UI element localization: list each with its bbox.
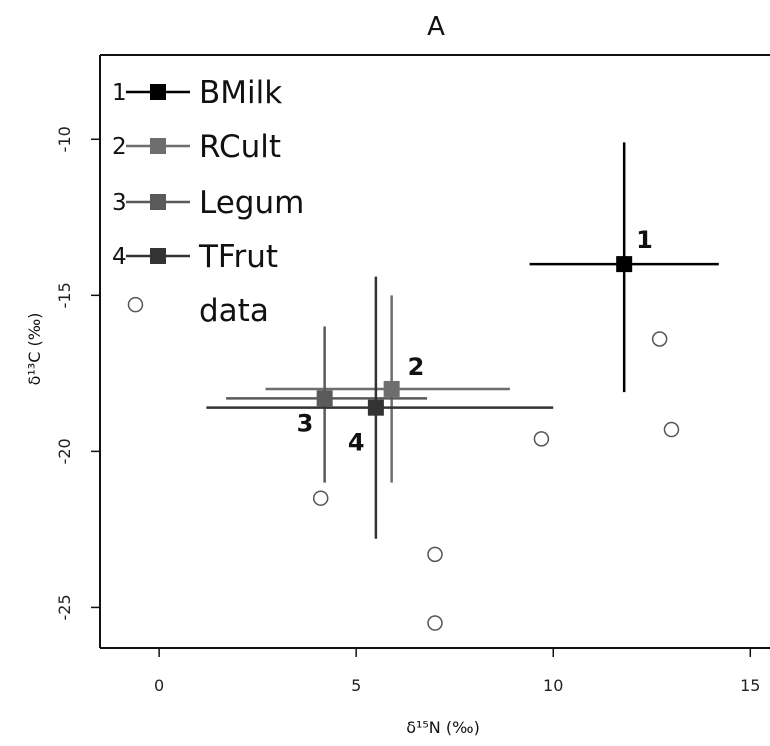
data-point bbox=[312, 490, 329, 506]
y-tick-label: -10 bbox=[55, 126, 74, 152]
legend-label-tfrut: TFrut bbox=[198, 239, 278, 275]
data-point bbox=[533, 431, 550, 447]
legend-label-data: data bbox=[199, 293, 269, 329]
legend-marker-2 bbox=[150, 138, 166, 154]
point-label-4: 4 bbox=[348, 429, 365, 457]
error-bars bbox=[206, 142, 719, 539]
point-labels: 1 2 3 4 bbox=[297, 226, 653, 457]
plot-frame bbox=[99, 54, 770, 649]
legend-marker-1 bbox=[150, 84, 166, 100]
y-tick-label: -15 bbox=[55, 282, 74, 308]
point-label-2: 2 bbox=[408, 353, 425, 381]
y-tick-label: -25 bbox=[55, 594, 74, 620]
point-label-3: 3 bbox=[297, 409, 314, 437]
chart-title: A bbox=[427, 12, 445, 42]
series-3-mean-marker bbox=[316, 390, 333, 407]
x-tick-label: 15 bbox=[740, 676, 760, 695]
x-tick-label: 10 bbox=[543, 676, 563, 695]
data-point bbox=[663, 421, 680, 438]
data-points bbox=[127, 296, 680, 631]
y-tick-label: -20 bbox=[55, 438, 74, 464]
series-2-mean-marker bbox=[383, 380, 400, 397]
legend-label-legum: Legum bbox=[199, 185, 304, 221]
y-axis-label: δ¹³C (‰) bbox=[25, 313, 44, 386]
legend-number-4: 4 bbox=[112, 244, 127, 270]
x-tick-label: 0 bbox=[154, 676, 164, 695]
data-point bbox=[427, 615, 443, 631]
legend-number-2: 2 bbox=[112, 134, 127, 160]
legend: 1 BMilk 2 RCult 3 Legum 4 TFrut data bbox=[112, 75, 304, 329]
data-point bbox=[651, 331, 668, 347]
legend-label-rcult: RCult bbox=[199, 129, 281, 165]
series-4-mean-marker bbox=[367, 399, 384, 416]
data-point bbox=[127, 296, 144, 313]
y-axis: -10 -15 -20 -25 bbox=[55, 126, 100, 620]
point-label-1: 1 bbox=[636, 226, 653, 254]
legend-label-bmilk: BMilk bbox=[199, 75, 282, 111]
legend-number-3: 3 bbox=[112, 190, 127, 216]
legend-number-1: 1 bbox=[112, 80, 127, 106]
x-axis: 0 5 10 15 bbox=[154, 648, 760, 695]
series-1-mean-marker bbox=[616, 256, 633, 273]
x-tick-label: 5 bbox=[351, 676, 361, 695]
legend-marker-4 bbox=[150, 248, 166, 264]
x-axis-label: δ¹⁵N (‰) bbox=[406, 718, 480, 737]
legend-marker-3 bbox=[150, 194, 166, 210]
data-point bbox=[427, 546, 443, 563]
